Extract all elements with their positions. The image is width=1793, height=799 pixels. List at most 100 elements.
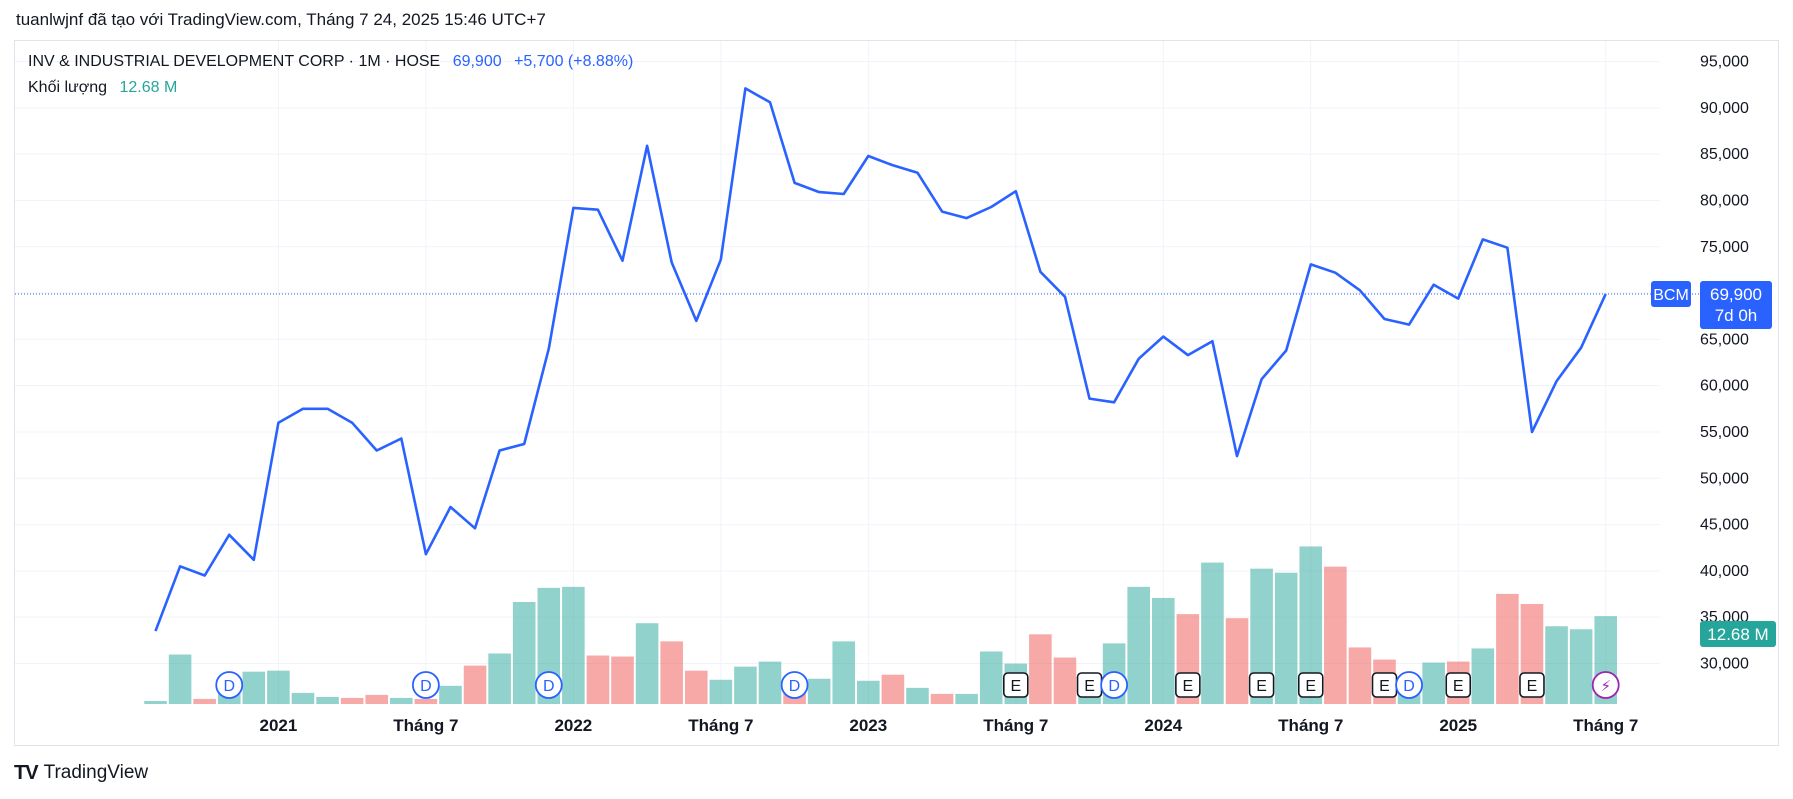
volume-bar (1274, 572, 1298, 704)
event-marker-dividend: D (215, 671, 244, 699)
x-tick-label: Tháng 7 (688, 716, 753, 735)
volume-bar (1348, 647, 1372, 704)
y-tick-label: 40,000 (1700, 563, 1749, 580)
ticker-tag (1651, 281, 1691, 308)
brand-name: TradingView (43, 762, 149, 783)
earnings-marker-box (1248, 672, 1275, 698)
volume-bar (512, 601, 536, 704)
dividend-marker-circle (780, 671, 809, 699)
dividend-marker-label: D (789, 678, 801, 695)
symbol-title: INV & INDUSTRIAL DEVELOPMENT CORP · 1M ·… (28, 53, 441, 70)
y-tick-label: 60,000 (1700, 378, 1749, 395)
x-tick-label: 2023 (849, 716, 887, 735)
volume-value: 12.68 M (119, 79, 178, 96)
earnings-marker-label: E (1010, 678, 1021, 695)
event-marker-earnings: E (1445, 672, 1472, 698)
dividend-marker-circle (215, 671, 244, 699)
volume-tag (1700, 621, 1776, 647)
volume-bar (144, 700, 167, 704)
dividend-marker-label: D (543, 678, 555, 695)
volume-bar (660, 641, 683, 704)
volume-bar (881, 674, 905, 704)
volume-bar (562, 586, 585, 704)
dividend-marker-label: D (1108, 678, 1120, 695)
volume-bar (1053, 657, 1077, 704)
volume-bar (930, 693, 954, 704)
y-tick-label: 75,000 (1700, 239, 1749, 256)
volume-bar (1496, 593, 1519, 704)
dividend-marker-circle (1100, 671, 1129, 699)
volume-bar (832, 641, 856, 704)
volume-bar (1225, 618, 1249, 704)
x-tick-label: Tháng 7 (393, 716, 458, 735)
price-tag-countdown: 7d 0h (1715, 306, 1758, 325)
volume-bar (168, 654, 192, 704)
volume-bar (1569, 629, 1593, 704)
volume-bar (193, 698, 216, 704)
dividend-marker-label: D (420, 678, 432, 695)
volume-bar (390, 697, 413, 704)
volume-bar (340, 697, 364, 704)
volume-bar (611, 656, 634, 704)
y-tick-label: 95,000 (1700, 54, 1749, 71)
volume-bar (1029, 634, 1052, 704)
volume-bar (586, 655, 610, 704)
price-tag (1700, 281, 1772, 330)
y-tick-label: 65,000 (1700, 331, 1749, 348)
grid-lines (15, 41, 1660, 705)
x-tick-label: 2021 (259, 716, 297, 735)
event-marker-split: ⚡ (1591, 671, 1620, 699)
volume-bar (1201, 562, 1224, 704)
chart-caption: tuanlwjnf đã tạo với TradingView.com, Th… (16, 10, 546, 29)
event-marker-earnings: E (1002, 672, 1029, 698)
volume-bar (1324, 566, 1347, 704)
x-tick-label: Tháng 7 (983, 716, 1048, 735)
volume-bar (734, 666, 757, 704)
earnings-marker-box (1002, 672, 1029, 698)
volume-bar (709, 679, 733, 704)
dividend-marker-label: D (223, 678, 235, 695)
lightning-icon: ⚡ (1600, 677, 1611, 695)
earnings-marker-label: E (1305, 678, 1316, 695)
volume-bar (955, 693, 978, 704)
chart-panel[interactable] (14, 40, 1779, 746)
volume-bar (291, 692, 315, 704)
volume-bar (1250, 568, 1273, 704)
earnings-marker-box (1297, 672, 1324, 698)
volume-bar (463, 665, 487, 704)
event-marker-dividend: D (1100, 671, 1129, 699)
event-markers: D D D D E E D E E E E D E E ⚡ (215, 671, 1620, 699)
earnings-marker-label: E (1256, 678, 1267, 695)
last-price: 69,900 (452, 53, 502, 70)
event-marker-dividend: D (780, 671, 809, 699)
volume-bar (1471, 648, 1495, 704)
y-tick-label: 50,000 (1700, 470, 1749, 487)
volume-bar (488, 653, 511, 704)
y-tick-label: 90,000 (1700, 100, 1749, 117)
volume-bar (267, 670, 290, 704)
event-marker-earnings: E (1175, 672, 1201, 698)
dividend-marker-circle (1395, 671, 1423, 699)
event-marker-dividend: D (534, 671, 563, 699)
volume-bar (758, 661, 782, 704)
volume-bar (1299, 546, 1323, 704)
volume-bar (365, 694, 389, 704)
footer-brand[interactable]: TV TradingView (14, 761, 148, 785)
event-marker-earnings: E (1519, 672, 1545, 698)
earnings-marker-label: E (1527, 678, 1538, 695)
earnings-marker-box (1175, 672, 1201, 698)
volume-bar (979, 651, 1003, 704)
volume-bar (1127, 586, 1150, 704)
symbol-legend: INV & INDUSTRIAL DEVELOPMENT CORP · 1M ·… (28, 53, 641, 71)
volume-bar (242, 671, 266, 704)
volume-bar (684, 670, 708, 704)
event-marker-earnings: E (1076, 672, 1103, 698)
volume-bar (1545, 626, 1568, 704)
price-tags: BCM 69,900 7d 0h 12.68 M (1651, 281, 1776, 647)
dividend-marker-circle (411, 671, 440, 699)
earnings-marker-label: E (1084, 678, 1095, 695)
x-tick-label: Tháng 7 (1278, 716, 1343, 735)
y-tick-label: 45,000 (1700, 517, 1749, 534)
y-axis: 95,000 90,000 85,000 80,000 75,000 65,000 60,0… (1700, 54, 1749, 673)
